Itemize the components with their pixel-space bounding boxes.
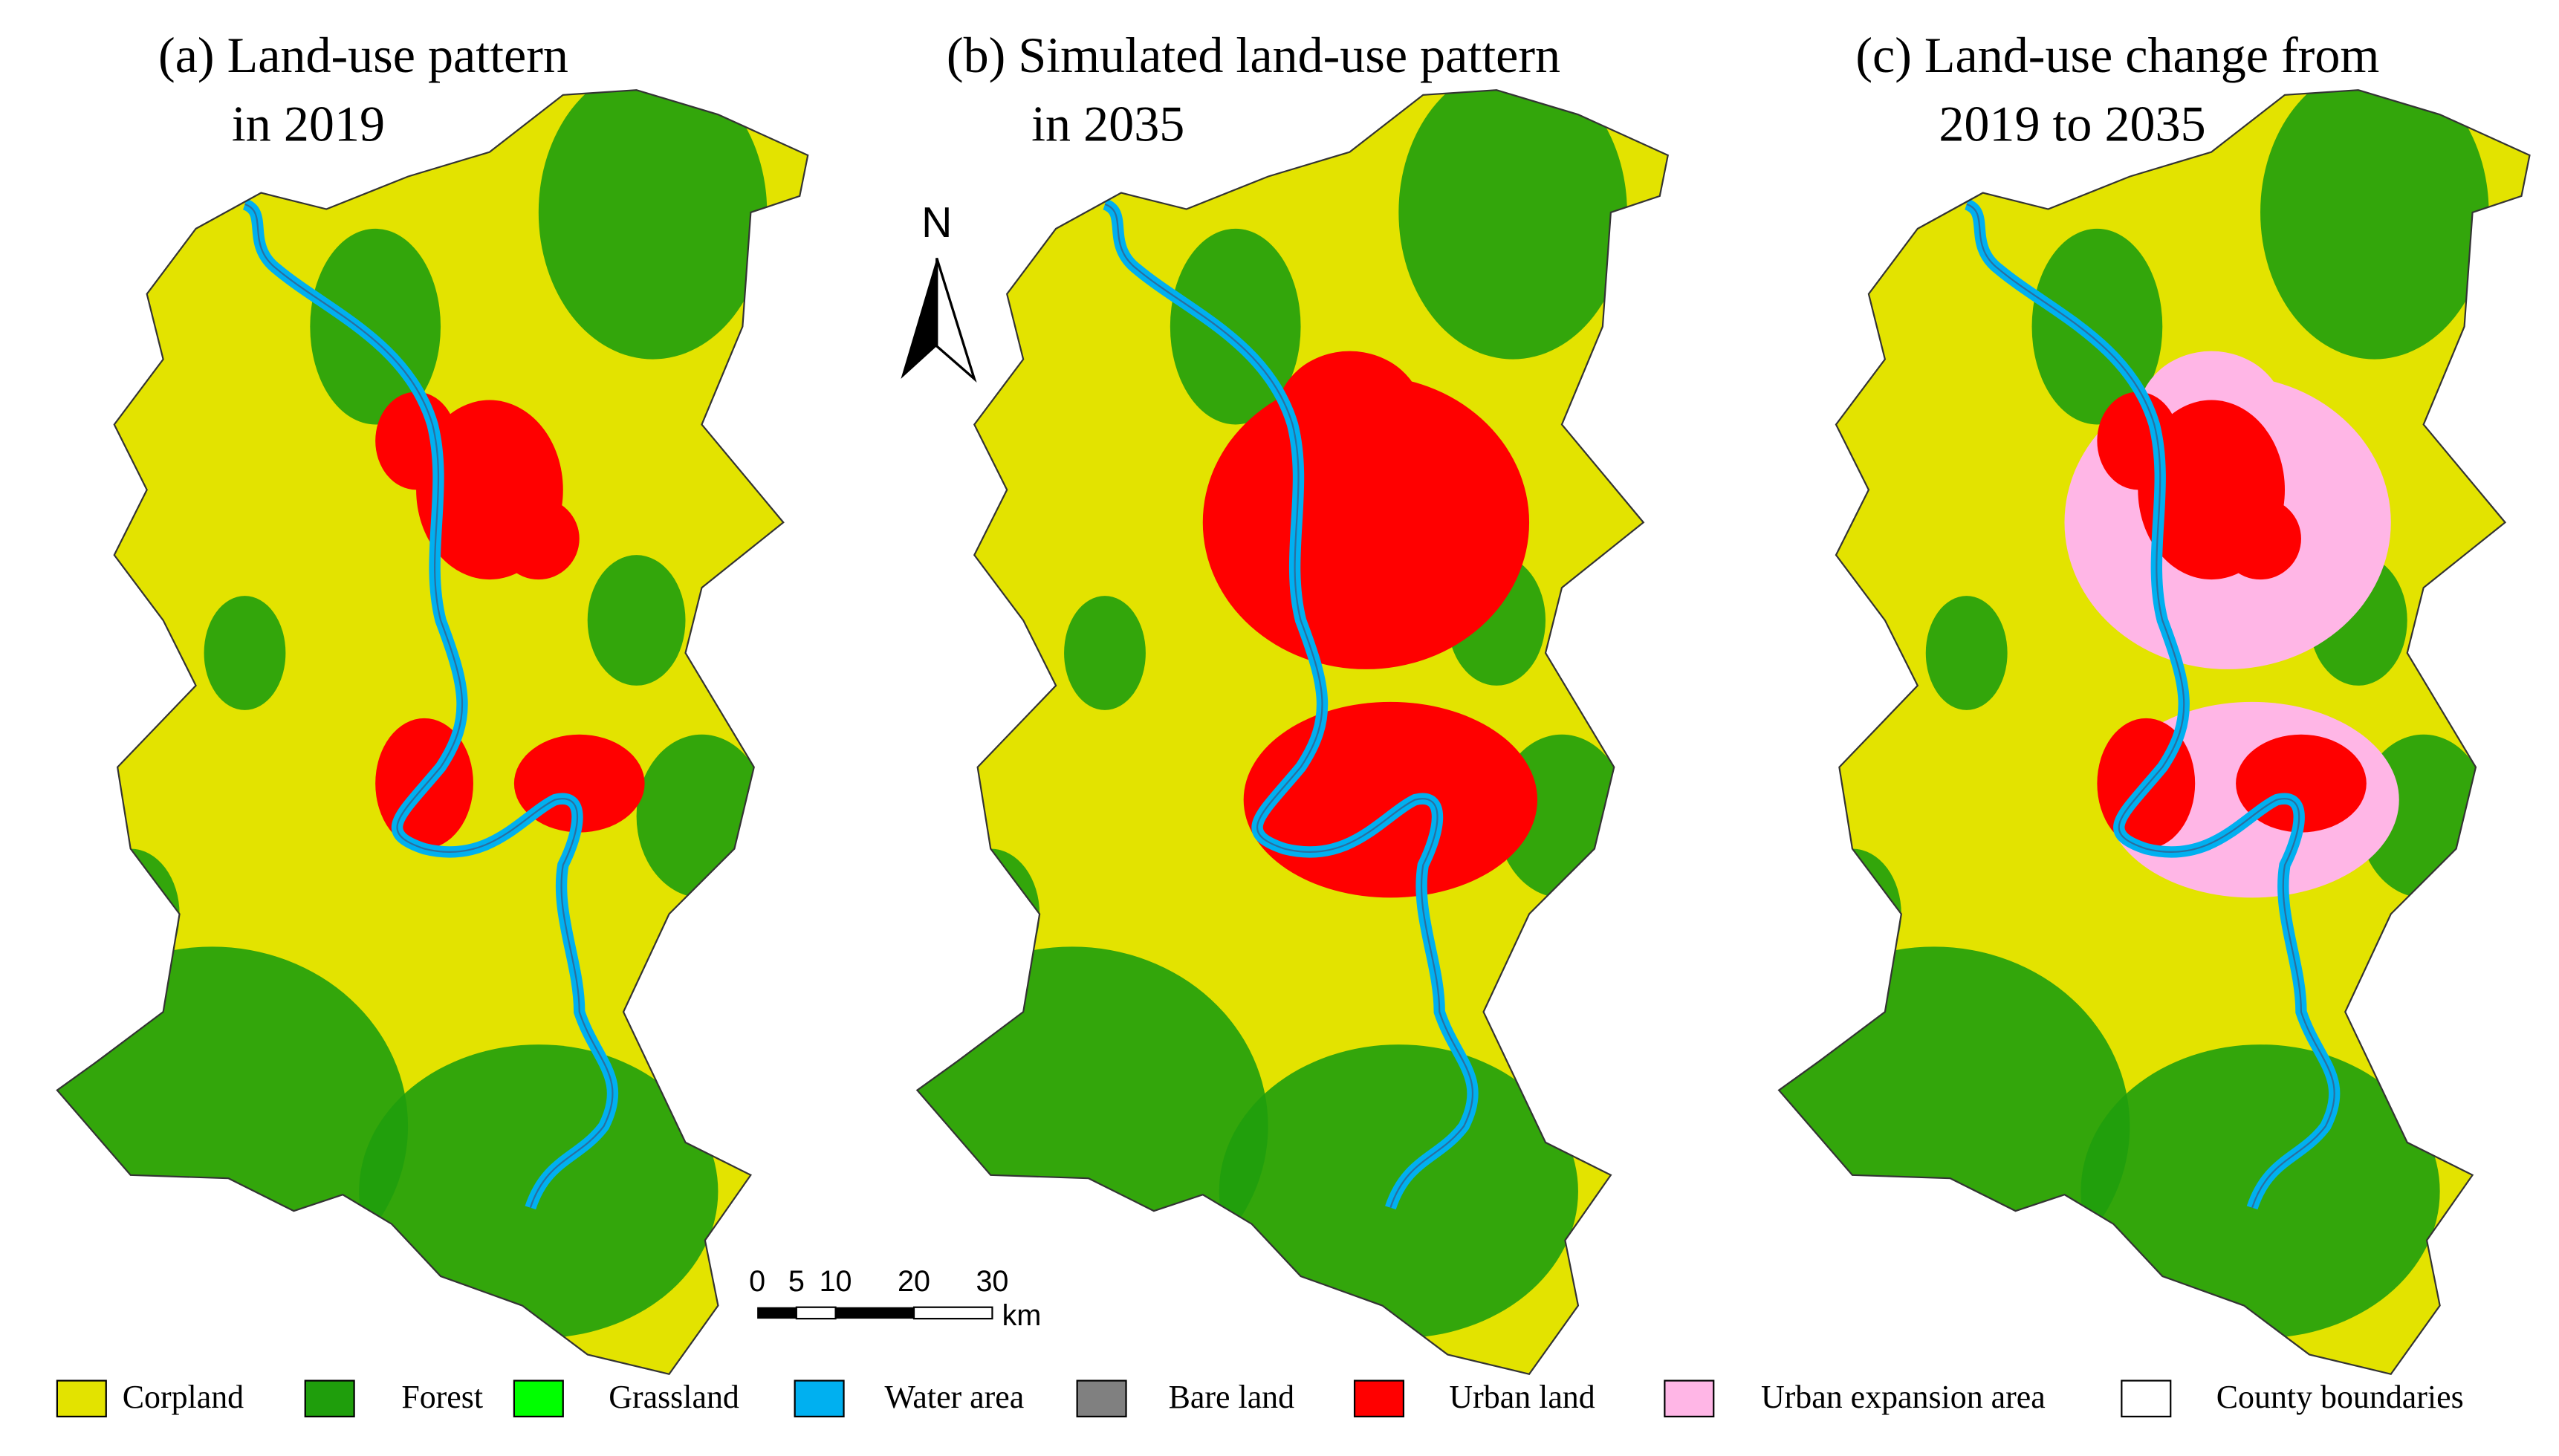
scale-bar: 0 5 10 20 30 km bbox=[749, 1265, 1041, 1332]
north-label: N bbox=[921, 199, 952, 247]
legend-item: Bare land bbox=[1076, 1379, 1294, 1417]
panel-title: (c) Land-use change from bbox=[1855, 27, 2379, 83]
legend-label: Grassland bbox=[609, 1379, 739, 1415]
map-panel bbox=[56, 89, 809, 1376]
legend-label: Forest bbox=[401, 1379, 483, 1415]
scale-label: 5 bbox=[788, 1265, 805, 1298]
legend: Corpland Forest Grassland Water area Bare la… bbox=[56, 1379, 2464, 1417]
scale-label: 0 bbox=[749, 1265, 765, 1298]
legend-label: Water area bbox=[884, 1379, 1024, 1415]
legend-label: County boundaries bbox=[2216, 1379, 2464, 1415]
legend-swatch bbox=[513, 1379, 564, 1417]
legend-swatch bbox=[1076, 1379, 1127, 1417]
legend-label: Corpland bbox=[123, 1379, 244, 1415]
maps bbox=[56, 89, 2531, 1376]
legend-label: Urban land bbox=[1449, 1379, 1595, 1415]
legend-item: Grassland bbox=[513, 1379, 739, 1417]
panel-title: (a) Land-use pattern bbox=[158, 27, 568, 83]
panel-title: (b) Simulated land-use pattern bbox=[947, 27, 1560, 83]
scale-label: 20 bbox=[898, 1265, 930, 1298]
legend-swatch bbox=[2121, 1379, 2172, 1417]
map-panel bbox=[1777, 89, 2531, 1376]
scale-unit: km bbox=[1002, 1299, 1042, 1332]
legend-swatch bbox=[56, 1379, 107, 1417]
legend-item: Urban expansion area bbox=[1664, 1379, 2046, 1417]
legend-item: Corpland bbox=[56, 1379, 244, 1417]
legend-item: Urban land bbox=[1353, 1379, 1595, 1417]
legend-item: Water area bbox=[794, 1379, 1024, 1417]
scale-label: 30 bbox=[976, 1265, 1008, 1298]
panel-title: 2019 to 2035 bbox=[1939, 95, 2205, 152]
panel-title: in 2035 bbox=[1031, 95, 1184, 152]
legend-item: Forest bbox=[304, 1379, 483, 1417]
map-panel bbox=[915, 89, 1669, 1376]
legend-swatch bbox=[1664, 1379, 1715, 1417]
legend-swatch bbox=[304, 1379, 355, 1417]
north-arrow: N bbox=[901, 199, 977, 383]
legend-label: Bare land bbox=[1169, 1379, 1294, 1415]
legend-label: Urban expansion area bbox=[1761, 1379, 2046, 1415]
legend-item: County boundaries bbox=[2121, 1379, 2464, 1417]
legend-swatch bbox=[794, 1379, 845, 1417]
scale-label: 10 bbox=[820, 1265, 852, 1298]
legend-swatch bbox=[1353, 1379, 1405, 1417]
panel-title: in 2019 bbox=[232, 95, 385, 152]
